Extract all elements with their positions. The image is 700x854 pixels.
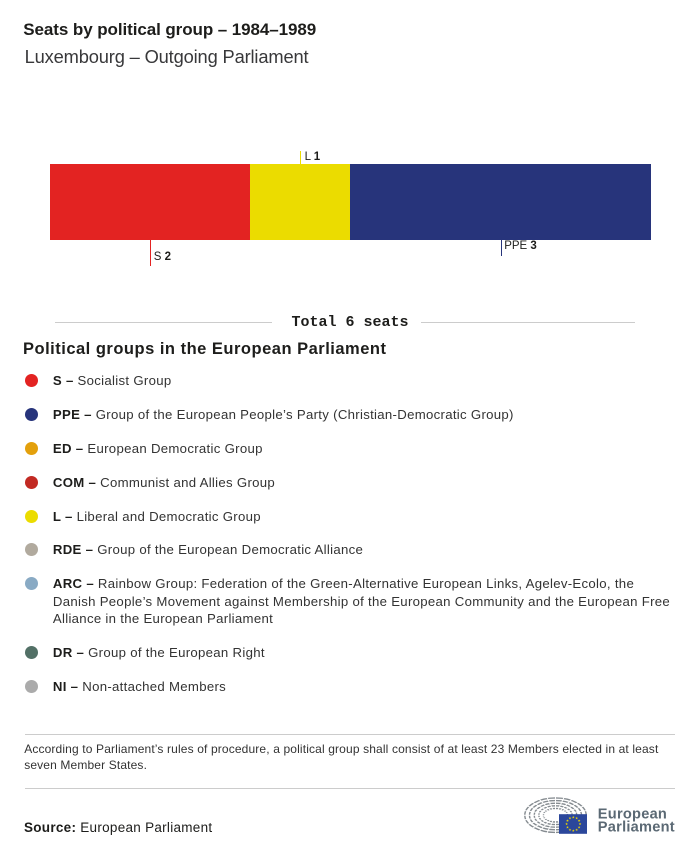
svg-text:Parliament: Parliament [598, 820, 675, 836]
svg-text:European: European [598, 806, 667, 822]
